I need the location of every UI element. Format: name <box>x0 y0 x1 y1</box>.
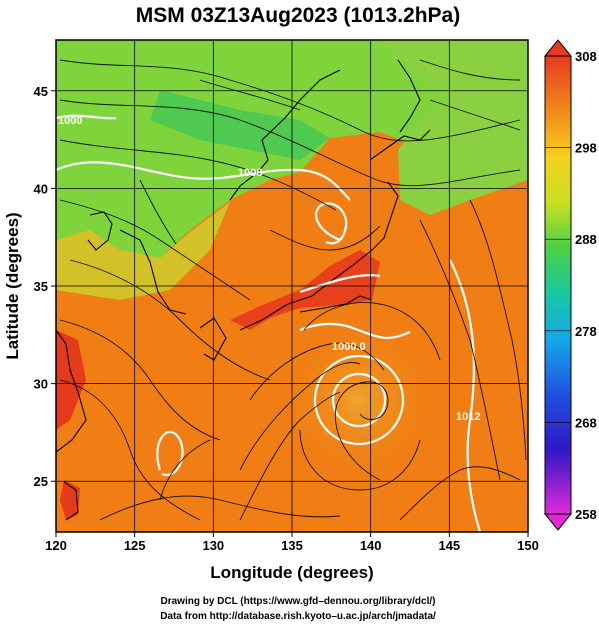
contour-label-1008-north: 1008 <box>238 167 262 179</box>
cold-region-northeast <box>380 40 528 215</box>
credit-data-source: Data from http://database.rish.kyoto–u.a… <box>160 611 436 622</box>
x-tick-label: 130 <box>202 538 224 553</box>
y-axis-label: Latitude (degrees) <box>3 212 22 359</box>
y-tick-label: 35 <box>34 279 48 294</box>
y-tick-label: 25 <box>34 474 48 489</box>
contour-label-1000-west: 1000 <box>58 115 82 127</box>
colorbar-tick-label: 268 <box>575 415 597 430</box>
x-tick-label: 140 <box>360 538 382 553</box>
isobars <box>56 114 482 532</box>
gridlines <box>56 40 528 532</box>
credit-drawing: Drawing by DCL (https://www.gfd–dennou.o… <box>160 596 435 607</box>
colorbar-ticks: 308 298 288 278 268 258 <box>545 49 597 522</box>
taiwan-hot <box>60 480 80 520</box>
contour-label-1012-east: 1012 <box>456 411 480 423</box>
x-tick-label: 135 <box>281 538 303 553</box>
x-tick-label: 145 <box>438 538 460 553</box>
x-tick-label: 150 <box>517 538 539 553</box>
colorbar-tick-label: 278 <box>575 324 597 339</box>
green-band <box>150 90 330 160</box>
x-axis-ticks: 120 125 130 135 140 145 150 <box>45 532 539 553</box>
china-coast-hot <box>56 330 86 430</box>
colorbar-bottom-triangle <box>543 513 573 531</box>
y-tick-label: 30 <box>34 377 48 392</box>
typhoon-glow <box>289 330 429 470</box>
x-tick-label: 120 <box>45 538 67 553</box>
figure-title: MSM 03Z13Aug2023 (1013.2hPa) <box>136 4 460 27</box>
streamlines <box>59 59 527 521</box>
colorbar-top-triangle <box>543 39 573 57</box>
colorbar-tick-label: 298 <box>575 141 597 156</box>
y-axis-ticks: 25 30 35 40 45 <box>34 84 56 489</box>
x-axis-label: Longitude (degrees) <box>210 563 373 582</box>
y-tick-label: 40 <box>34 181 48 196</box>
colorbar-bar <box>544 55 572 515</box>
mild-region-north <box>56 202 230 300</box>
x-tick-label: 125 <box>124 538 146 553</box>
colorbar: 308 298 288 278 268 258 <box>543 39 597 531</box>
colorbar-tick-label: 308 <box>575 49 597 64</box>
contour-label-1000-center: 1000.0 <box>332 341 366 353</box>
colorbar-tick-label: 258 <box>575 507 597 522</box>
y-tick-label: 45 <box>34 84 48 99</box>
coastlines <box>56 59 431 521</box>
colorbar-tick-label: 288 <box>575 232 597 247</box>
